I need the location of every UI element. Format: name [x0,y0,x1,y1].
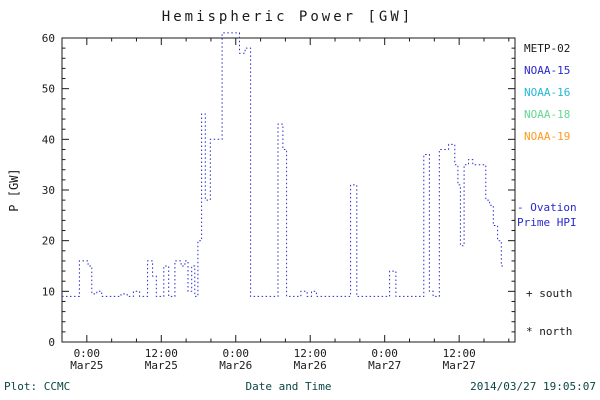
x-tick-date-label: Mar27 [443,359,476,372]
y-tick-label: 60 [42,32,55,45]
x-tick-time-label: 0:00 [74,347,101,360]
x-tick-date-label: Mar26 [219,359,252,372]
x-tick-date-label: Mar27 [368,359,401,372]
plot-credit: Plot: CCMC [4,380,71,393]
y-tick-label: 50 [42,83,55,96]
legend-item-metp-02: METP-02 [524,42,571,55]
legend-item-noaa-18: NOAA-18 [524,108,571,121]
ovation-label-line1: - Ovation [517,201,577,214]
timestamp: 2014/03/27 19:05:07 [470,380,596,393]
legend-item-noaa-15: NOAA-15 [524,64,571,77]
y-tick-label: 10 [42,285,55,298]
x-tick-time-label: 0:00 [371,347,398,360]
ovation-label-line2: Prime HPI [517,216,577,229]
x-tick-date-label: Mar25 [145,359,178,372]
south-marker-label: + south [526,287,573,300]
y-tick-label: 20 [42,235,55,248]
hpi-step-line [62,32,505,297]
chart-title: Hemispheric Power [GW] [161,9,414,25]
y-tick-label: 40 [42,133,55,146]
ovation-label: - Ovation Prime HPI [517,200,577,230]
x-tick-time-label: 0:00 [223,347,250,360]
x-tick-time-label: 12:00 [145,347,178,360]
x-axis-label: Date and Time [245,380,332,393]
legend-item-noaa-19: NOAA-19 [524,130,571,143]
y-tick-label: 0 [48,336,55,349]
x-tick-time-label: 12:00 [443,347,476,360]
x-tick-date-label: Mar25 [70,359,103,372]
x-tick-time-label: 12:00 [294,347,327,360]
satellite-legend: METP-02 NOAA-15 NOAA-16 NOAA-18 NOAA-19 [524,38,570,148]
north-marker-label: * north [526,325,573,338]
legend-item-noaa-16: NOAA-16 [524,86,571,99]
y-tick-label: 30 [42,184,55,197]
x-tick-date-label: Mar26 [294,359,327,372]
